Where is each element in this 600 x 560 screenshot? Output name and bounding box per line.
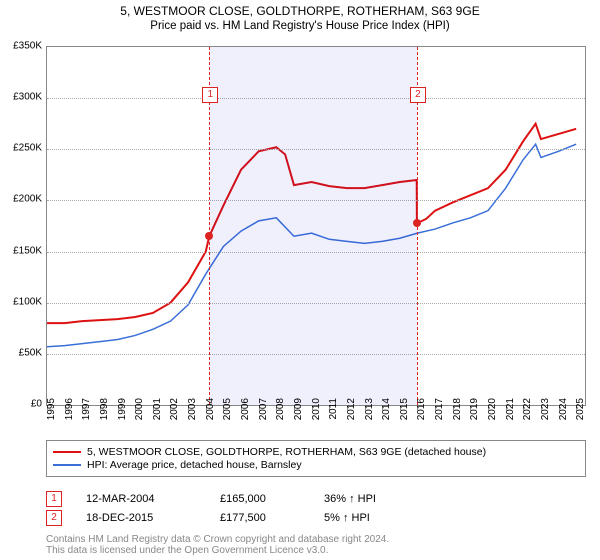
title-line-2: Price paid vs. HM Land Registry's House … [0, 20, 600, 32]
event-marker-box: 1 [202, 87, 218, 103]
xtick-label: 2009 [293, 396, 304, 428]
xtick-label: 2014 [381, 396, 392, 428]
xtick-label: 1996 [64, 396, 75, 428]
title-block: 5, WESTMOOR CLOSE, GOLDTHORPE, ROTHERHAM… [0, 0, 600, 32]
xtick-label: 2024 [558, 396, 569, 428]
ytick-label: £350K [0, 41, 42, 52]
xtick-label: 2006 [240, 396, 251, 428]
ytick-label: £300K [0, 92, 42, 103]
xtick-label: 1995 [46, 396, 57, 428]
legend-swatch [53, 451, 81, 453]
xtick-label: 2010 [311, 396, 322, 428]
event-dot [205, 232, 213, 240]
xtick-label: 2003 [187, 396, 198, 428]
sale-price: £165,000 [220, 493, 300, 505]
sale-number-box: 1 [46, 491, 62, 507]
sales-table: 1 12-MAR-2004 £165,000 36% ↑ HPI 2 18-DEC-201… [46, 488, 424, 529]
legend-item: 5, WESTMOOR CLOSE, GOLDTHORPE, ROTHERHAM… [53, 446, 579, 458]
ytick-label: £150K [0, 245, 42, 256]
shaded-period [209, 47, 417, 405]
xtick-label: 2016 [416, 396, 427, 428]
event-dot [413, 219, 421, 227]
plot-area: 12 [46, 46, 586, 406]
xtick-label: 2011 [328, 396, 339, 428]
xtick-label: 2007 [258, 396, 269, 428]
ytick-label: £100K [0, 296, 42, 307]
xtick-label: 2022 [522, 396, 533, 428]
sale-date: 18-DEC-2015 [86, 512, 196, 524]
xtick-label: 2023 [540, 396, 551, 428]
legend-label: 5, WESTMOOR CLOSE, GOLDTHORPE, ROTHERHAM… [87, 446, 486, 458]
xtick-label: 2025 [575, 396, 586, 428]
sale-date: 12-MAR-2004 [86, 493, 196, 505]
xtick-label: 2017 [434, 396, 445, 428]
footnote-line: This data is licensed under the Open Gov… [46, 545, 389, 556]
sale-number-box: 2 [46, 510, 62, 526]
xtick-label: 2020 [487, 396, 498, 428]
xtick-label: 2021 [505, 396, 516, 428]
sale-pct: 5% ↑ HPI [324, 512, 424, 524]
xtick-label: 2005 [222, 396, 233, 428]
footnote-line: Contains HM Land Registry data © Crown c… [46, 534, 389, 545]
xtick-label: 2013 [364, 396, 375, 428]
ytick-label: £200K [0, 194, 42, 205]
xtick-label: 1999 [117, 396, 128, 428]
xtick-label: 2000 [134, 396, 145, 428]
legend-label: HPI: Average price, detached house, Barn… [87, 459, 302, 471]
xtick-label: 2012 [346, 396, 357, 428]
xtick-label: 2004 [205, 396, 216, 428]
legend-swatch [53, 464, 81, 466]
xtick-label: 1998 [99, 396, 110, 428]
ytick-label: £0 [0, 399, 42, 410]
legend: 5, WESTMOOR CLOSE, GOLDTHORPE, ROTHERHAM… [46, 440, 586, 477]
xtick-label: 2002 [169, 396, 180, 428]
sale-row: 1 12-MAR-2004 £165,000 36% ↑ HPI [46, 491, 424, 507]
xtick-label: 1997 [81, 396, 92, 428]
xtick-label: 2019 [469, 396, 480, 428]
sale-row: 2 18-DEC-2015 £177,500 5% ↑ HPI [46, 510, 424, 526]
footnote: Contains HM Land Registry data © Crown c… [46, 534, 389, 556]
xtick-label: 2018 [452, 396, 463, 428]
title-line-1: 5, WESTMOOR CLOSE, GOLDTHORPE, ROTHERHAM… [0, 4, 600, 18]
xtick-label: 2001 [152, 396, 163, 428]
chart-container: 5, WESTMOOR CLOSE, GOLDTHORPE, ROTHERHAM… [0, 0, 600, 560]
ytick-label: £250K [0, 143, 42, 154]
sale-price: £177,500 [220, 512, 300, 524]
xtick-label: 2015 [399, 396, 410, 428]
event-marker-box: 2 [410, 87, 426, 103]
ytick-label: £50K [0, 347, 42, 358]
sale-pct: 36% ↑ HPI [324, 493, 424, 505]
xtick-label: 2008 [275, 396, 286, 428]
legend-item: HPI: Average price, detached house, Barn… [53, 459, 579, 471]
